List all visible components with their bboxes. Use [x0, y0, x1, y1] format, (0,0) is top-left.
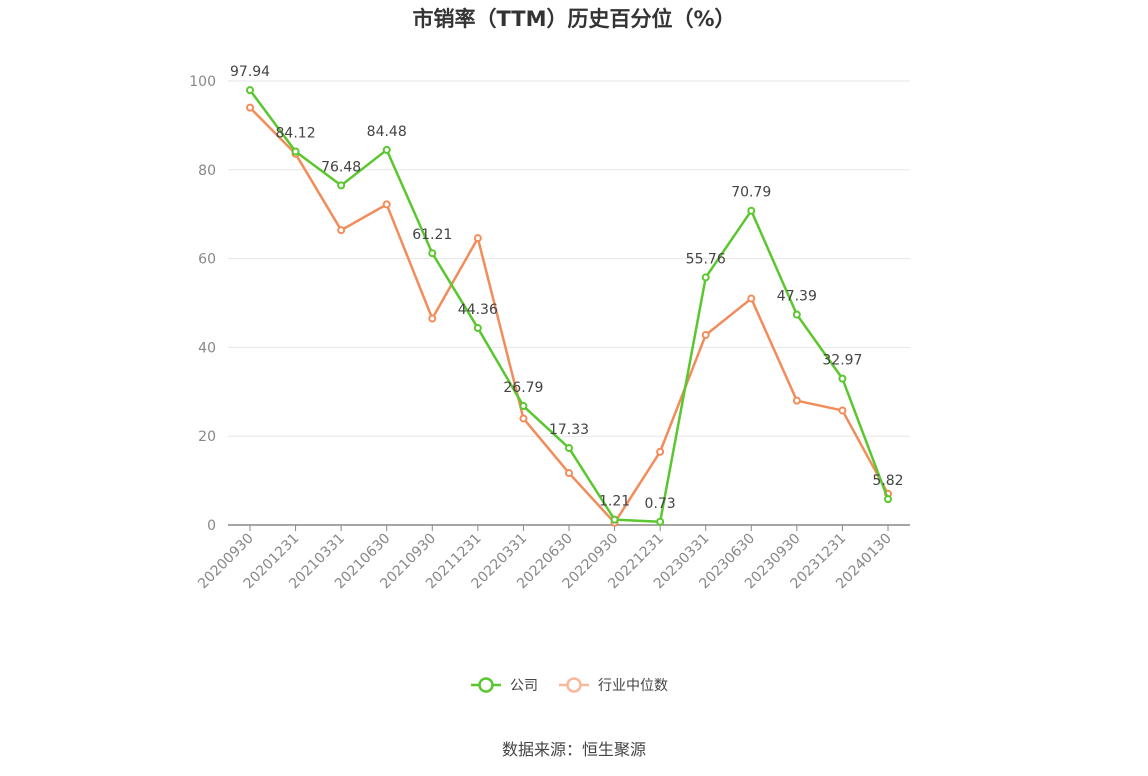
data-label-company: 55.76 [686, 251, 726, 267]
series-layer [246, 86, 892, 527]
legend-marker-company [478, 677, 494, 693]
grid [228, 80, 910, 437]
y-tick-label: 100 [189, 74, 216, 90]
data-label-company: 17.33 [549, 422, 589, 438]
data-point-company[interactable] [747, 206, 756, 215]
series-company [246, 86, 892, 526]
data-point-industry-median[interactable] [656, 447, 665, 456]
y-tick-label: 40 [198, 340, 216, 356]
data-point-industry-median[interactable] [519, 414, 528, 423]
data-label-company: 47.39 [777, 289, 817, 305]
data-point-company[interactable] [473, 324, 482, 333]
data-point-industry-median[interactable] [565, 469, 573, 478]
data-labels: 97.94 84.12 76.48 84.48 61.21 44.36 26.79 17.33… [230, 64, 904, 512]
data-point-company[interactable] [337, 181, 346, 190]
data-point-company[interactable] [792, 310, 801, 319]
data-label-company: 84.12 [276, 126, 316, 142]
data-label-company: 0.73 [645, 496, 676, 512]
data-label-company: 1.21 [599, 494, 630, 510]
data-point-company[interactable] [656, 517, 665, 526]
data-label-company: 44.36 [458, 302, 498, 318]
data-label-company: 26.79 [503, 380, 543, 396]
data-point-company[interactable] [701, 273, 710, 282]
data-point-company[interactable] [610, 515, 619, 524]
data-point-industry-median[interactable] [246, 103, 254, 112]
data-point-company[interactable] [884, 495, 892, 504]
y-tick-label: 0 [207, 518, 216, 534]
data-label-company: 97.94 [230, 64, 270, 80]
data-point-industry-median[interactable] [701, 330, 710, 339]
source-note: 数据来源：恒生聚源 [502, 740, 646, 759]
data-point-company[interactable] [838, 374, 847, 383]
legend[interactable]: 公司 行业中位数 [471, 677, 668, 694]
data-label-company: 5.82 [872, 473, 903, 489]
data-label-company: 61.21 [412, 227, 452, 243]
data-label-company: 84.48 [367, 124, 407, 140]
legend-label-industry-median: 行业中位数 [598, 678, 668, 694]
data-label-company: 76.48 [321, 159, 361, 175]
data-point-company[interactable] [428, 249, 437, 258]
legend-item-company[interactable]: 公司 [471, 677, 538, 694]
data-point-industry-median[interactable] [382, 200, 391, 209]
y-tick-label: 80 [198, 163, 216, 179]
legend-marker-industry-median [566, 677, 582, 693]
legend-label-company: 公司 [510, 678, 538, 694]
y-tick-label: 20 [198, 429, 216, 445]
data-point-company[interactable] [246, 86, 254, 95]
data-point-industry-median[interactable] [792, 396, 801, 405]
data-point-industry-median[interactable] [747, 294, 756, 303]
data-point-company[interactable] [382, 145, 391, 154]
data-point-industry-median[interactable] [473, 234, 482, 243]
data-point-industry-median[interactable] [337, 226, 346, 235]
data-point-industry-median[interactable] [838, 406, 847, 415]
chart-title: 市销率（TTM）历史百分位（%） [412, 7, 735, 31]
data-label-company: 32.97 [822, 353, 862, 369]
y-tick-label: 60 [198, 252, 216, 268]
series-line-company [248, 89, 890, 524]
data-label-company: 70.79 [731, 185, 771, 201]
data-point-company[interactable] [291, 147, 300, 156]
data-point-company[interactable] [519, 402, 528, 411]
legend-item-industry-median[interactable]: 行业中位数 [559, 677, 668, 694]
data-point-industry-median[interactable] [428, 314, 437, 323]
data-point-company[interactable] [565, 444, 573, 453]
